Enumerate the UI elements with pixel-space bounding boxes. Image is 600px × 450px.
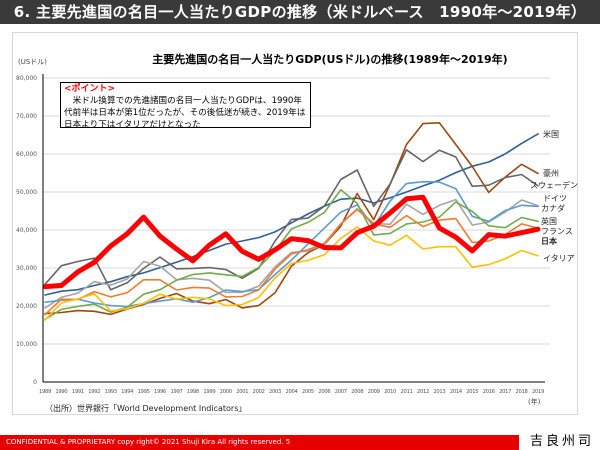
x-tick-label: 2013 [433, 389, 445, 395]
x-tick-label: 2015 [466, 389, 478, 395]
series-line [44, 226, 539, 321]
x-tick-label: 1991 [72, 389, 84, 395]
x-tick-label: 2006 [318, 389, 330, 395]
x-tick-label: 2010 [384, 389, 396, 395]
x-tick-label: 1995 [138, 389, 150, 395]
footer-copyright: CONFIDENTIAL & PROPRIETARY copy right© 2… [0, 435, 519, 450]
y-tick-label: 10,000 [16, 341, 37, 348]
series-label: 米国 [543, 129, 559, 139]
series-label: イタリア [543, 254, 575, 263]
series-label: フランス [541, 227, 573, 236]
x-tick-label: 2014 [450, 389, 463, 395]
x-tick-label: 2011 [401, 389, 413, 395]
series-line [44, 133, 539, 296]
x-tick-label: 2008 [351, 389, 363, 395]
series-label: 英国 [541, 216, 557, 226]
source-note: （出所）世界銀行「World Development Indicators」 [45, 404, 247, 413]
x-tick-label: 2003 [269, 389, 281, 395]
x-tick-label: 2001 [236, 389, 248, 395]
y-tick-label: 30,000 [16, 265, 37, 272]
x-tick-label: 2019 [532, 389, 544, 395]
x-tick-label: 2016 [483, 389, 495, 395]
y-axis-ticks: 0 10,000 20,000 30,000 40,000 50,000 60,000 70,… [16, 75, 37, 386]
x-tick-label: 2017 [499, 389, 511, 395]
x-tick-label: 1993 [105, 389, 117, 395]
series-label: ドイツ [543, 194, 567, 203]
series-label: 豪州 [543, 168, 559, 178]
series-lines [42, 122, 541, 321]
x-tick-label: 2007 [335, 389, 347, 395]
x-tick-label: 2002 [253, 389, 265, 395]
y-tick-label: 40,000 [16, 227, 37, 234]
x-tick-label: 2004 [285, 389, 298, 395]
x-tick-label: 2005 [302, 389, 314, 395]
y-tick-label: 60,000 [16, 151, 37, 158]
y-tick-label: 20,000 [16, 303, 37, 310]
slide-title: 6. 主要先進国の名目一人当たりGDPの推移（米ドルベース 1990年～2019… [0, 0, 600, 24]
y-axis-unit-label: (USドル) [18, 58, 48, 66]
author-logo: 吉良州司 [530, 434, 595, 449]
x-tick-label: 1997 [170, 389, 182, 395]
point-callout: <ポイント> 米ドル換算での先進諸国の名目一人当たりGDPは、1990年代前半は… [60, 82, 311, 130]
x-tick-label: 1999 [203, 389, 215, 395]
series-line [42, 194, 541, 290]
series-line [44, 188, 539, 321]
y-tick-label: 0 [33, 379, 37, 386]
series-label: カナダ [541, 203, 565, 213]
x-tick-label: 2000 [220, 389, 232, 395]
series-line [44, 149, 539, 291]
x-tick-label: 1998 [187, 389, 199, 395]
series-line [44, 208, 539, 316]
x-axis-ticks: 1989 1990 1991 1992 1993 1994 1995 1996 1997 1998… [39, 389, 544, 395]
y-tick-label: 70,000 [16, 113, 37, 120]
x-tick-label: 1996 [154, 389, 166, 395]
y-tick-label: 80,000 [16, 75, 37, 82]
x-tick-label: 2009 [368, 389, 380, 395]
point-callout-heading: <ポイント> [64, 84, 116, 94]
y-tick-label: 50,000 [16, 189, 37, 196]
point-callout-body: 米ドル換算での先進諸国の名目一人当たりGDPは、1990年代前半は日本が第1位だ… [64, 96, 306, 130]
x-tick-label: 1994 [121, 389, 134, 395]
x-tick-label: 2012 [417, 389, 429, 395]
x-tick-label: 2018 [516, 389, 528, 395]
chart-title: 主要先進国の名目一人当たりGDP(USドル)の推移(1989年～2019年) [152, 53, 508, 66]
x-tick-label: 1992 [88, 389, 100, 395]
x-tick-label: 1990 [55, 389, 67, 395]
series-label: 日本 [541, 236, 557, 246]
x-axis-unit-label: (年) [528, 398, 541, 406]
series-label: スウェーデン [530, 180, 578, 190]
series-line [44, 198, 539, 309]
x-tick-label: 1989 [39, 389, 51, 395]
